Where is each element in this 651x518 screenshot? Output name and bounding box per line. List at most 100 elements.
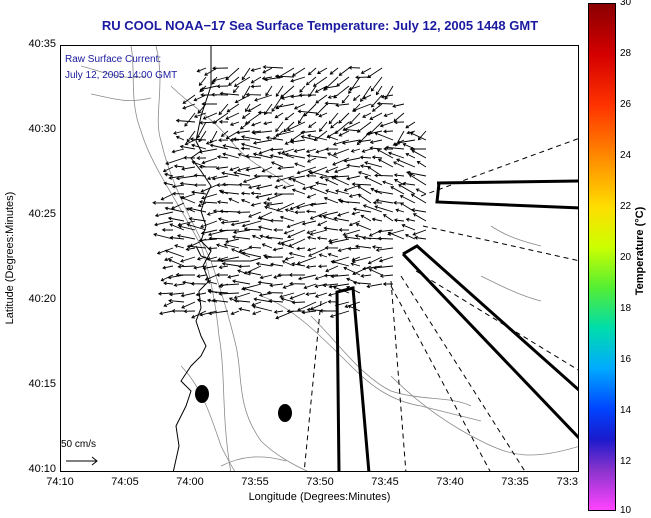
current-vector (387, 231, 405, 240)
current-vector (303, 103, 317, 117)
current-label: Raw Surface Current: (65, 54, 162, 65)
current-vector (231, 235, 251, 240)
current-vector (252, 310, 262, 316)
current-vector (186, 223, 207, 231)
current-vector (305, 173, 317, 178)
current-vector (355, 75, 372, 80)
current-vector (241, 67, 251, 81)
current-vector (179, 144, 196, 150)
current-vector (294, 162, 306, 168)
current-vector (360, 274, 372, 278)
current-vector (290, 139, 306, 144)
current-vector (281, 260, 295, 267)
current-vector (175, 118, 196, 123)
current-vector (218, 103, 229, 116)
current-vector (269, 218, 284, 223)
current-vector (225, 112, 240, 120)
colorbar-tick-label: 26 (620, 99, 632, 110)
current-vector (160, 274, 174, 282)
current-vector (412, 213, 427, 222)
current-vector (191, 143, 207, 150)
current-vector (318, 211, 339, 218)
current-vector (406, 170, 427, 177)
current-vector (376, 101, 394, 106)
current-vector (314, 283, 328, 289)
current-vector (266, 290, 284, 295)
current-vector (153, 232, 174, 240)
colorbar-tick-label: 24 (620, 150, 632, 161)
current-vector (296, 166, 317, 175)
current-vector (265, 202, 284, 207)
current-vector (307, 247, 317, 252)
current-vector (256, 184, 273, 190)
current-vector (209, 143, 229, 150)
current-vector (367, 67, 383, 78)
current-vector (241, 135, 262, 141)
current-vector (234, 94, 251, 104)
current-vector (229, 121, 240, 126)
current-vector (273, 310, 284, 314)
current-vector (375, 85, 383, 96)
current-vector (269, 147, 284, 152)
current-vector (233, 292, 251, 300)
current-vector (233, 298, 251, 303)
map-title: RU COOL NOAA−17 Sea Surface Temperature:… (101, 18, 539, 33)
current-vector (201, 157, 218, 165)
current-vector (338, 130, 350, 137)
current-vector (183, 309, 196, 314)
current-vector (288, 273, 305, 277)
current-vector (346, 175, 361, 181)
current-vector (375, 247, 394, 252)
current-vector (275, 121, 284, 133)
current-vector (152, 200, 174, 205)
map-plot-area[interactable]: Raw Surface Current: July 12, 2005 14:00… (60, 45, 579, 472)
current-vector (201, 193, 218, 200)
current-vector (263, 201, 273, 205)
current-vector (375, 198, 394, 204)
current-vector (226, 103, 240, 113)
current-vector (369, 139, 383, 145)
current-vector (175, 272, 196, 277)
current-vector (229, 166, 240, 172)
current-vector (360, 85, 372, 103)
current-vector (193, 173, 207, 178)
current-vector (377, 236, 394, 241)
current-vector (250, 76, 262, 84)
current-vector (206, 280, 218, 285)
current-vector (401, 223, 416, 231)
current-vector (398, 184, 416, 195)
current-vector (333, 216, 350, 222)
current-vector (382, 282, 393, 286)
current-vector (197, 103, 207, 114)
current-vector (236, 130, 251, 135)
current-vector (306, 157, 317, 163)
current-vector (274, 184, 284, 189)
current-vector (291, 67, 306, 77)
current-vector (393, 161, 405, 168)
current-vector (318, 112, 328, 118)
current-vector (404, 233, 416, 240)
current-vector (357, 170, 372, 177)
current-vector (190, 281, 207, 286)
current-vector (281, 148, 295, 154)
current-vector (186, 244, 207, 249)
current-vector (299, 85, 306, 93)
current-vector (322, 215, 339, 222)
current-vector (380, 94, 394, 99)
current-vector (324, 178, 339, 186)
current-vector (352, 94, 361, 101)
current-vector (329, 67, 339, 75)
current-vector (241, 112, 251, 119)
colorbar-tick-label: 30 (620, 0, 632, 8)
current-vector (265, 85, 273, 97)
scale-label: 50 cm/s (61, 439, 97, 450)
current-vector (173, 283, 185, 287)
current-vector (314, 130, 328, 142)
current-vector (300, 130, 317, 135)
current-vector (218, 119, 229, 124)
current-vector (247, 270, 262, 276)
current-vector (329, 310, 350, 318)
current-vector (284, 208, 295, 213)
current-vector (327, 252, 339, 258)
current-vector (211, 175, 229, 181)
